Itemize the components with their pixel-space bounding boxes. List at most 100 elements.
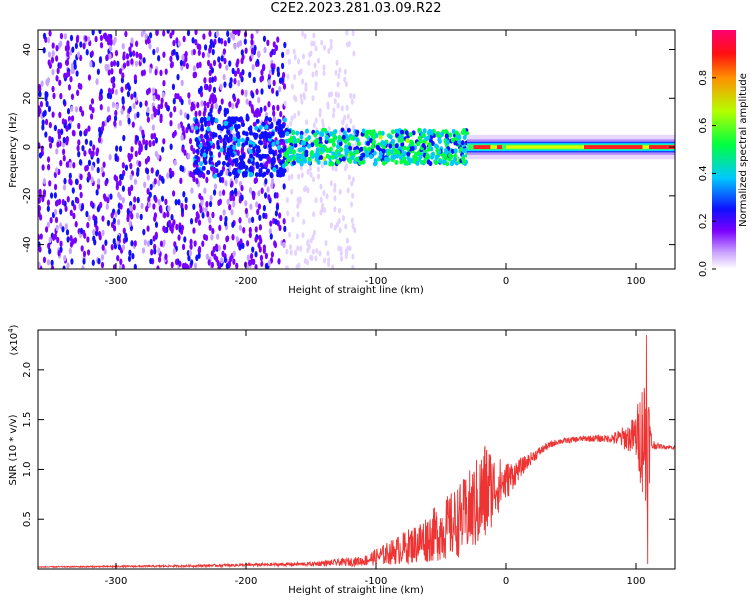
heatmap-cell — [209, 194, 213, 202]
heatmap-cell — [127, 255, 132, 262]
heatmap-cell — [336, 159, 341, 165]
heatmap-cell — [187, 98, 192, 106]
heatmap-cell — [285, 197, 289, 204]
heatmap-cell — [89, 61, 93, 68]
heatmap-cell — [309, 171, 313, 178]
heatmap-cell — [84, 138, 88, 145]
heatmap-x-tick-label: -100 — [365, 276, 388, 287]
heatmap-cell — [345, 123, 349, 130]
heatmap-cell — [98, 94, 102, 102]
heatmap-cell — [227, 171, 232, 177]
heatmap-cell — [231, 119, 236, 125]
heatmap-cell — [267, 133, 272, 139]
heatmap-cell — [148, 191, 152, 198]
heatmap-cell — [62, 136, 66, 144]
heatmap-cell — [46, 221, 51, 229]
heatmap-cell — [154, 231, 158, 239]
heatmap-cell — [444, 133, 449, 139]
heatmap-cell — [223, 120, 228, 126]
heatmap-cell — [344, 81, 348, 88]
snr-x-tick-label: -100 — [365, 576, 388, 587]
heatmap-cell — [361, 128, 366, 134]
heatmap-cell — [188, 249, 193, 257]
heatmap-cell — [160, 195, 165, 202]
heatmap-cell — [38, 261, 41, 269]
heatmap-cell — [127, 84, 131, 92]
heatmap-cell — [216, 123, 221, 131]
heatmap-cell — [99, 88, 103, 95]
heatmap-cell — [248, 187, 253, 194]
heatmap-cell — [290, 115, 294, 122]
heatmap-cell — [194, 110, 198, 118]
heatmap-cell — [312, 40, 316, 47]
heatmap-cell — [92, 214, 96, 221]
heatmap-cell — [84, 128, 88, 135]
heatmap-cell — [224, 180, 228, 187]
heatmap-cell — [448, 132, 453, 138]
heatmap-cell — [181, 165, 185, 173]
heatmap-cell — [118, 119, 122, 127]
snr-y-multiplier-prefix: (x10 — [9, 333, 20, 356]
heatmap-cell — [236, 67, 240, 75]
heatmap-cell — [236, 98, 240, 105]
heatmap-cell — [102, 193, 107, 200]
heatmap-cell — [100, 261, 105, 269]
heatmap-cell — [134, 60, 139, 67]
heatmap-cell — [122, 54, 126, 61]
heatmap-cell — [260, 187, 264, 194]
heatmap-cell — [442, 159, 447, 165]
heatmap-cell — [271, 67, 275, 74]
heatmap-cell — [248, 259, 252, 267]
heatmap-cell — [233, 124, 238, 130]
heatmap-cell — [51, 234, 56, 241]
heatmap-cell — [448, 153, 453, 159]
heatmap-cell — [204, 133, 209, 139]
heatmap-cell — [244, 207, 248, 215]
heatmap-cell — [258, 169, 263, 175]
heatmap-cell — [390, 154, 395, 160]
heatmap-cell — [234, 30, 238, 36]
heatmap-cell — [199, 133, 204, 139]
heatmap-cell — [313, 132, 318, 138]
heatmap-cell — [271, 87, 275, 94]
heatmap-cell — [240, 137, 245, 143]
heatmap-cell — [71, 199, 75, 207]
heatmap-cell — [241, 122, 246, 128]
heatmap-cell — [81, 265, 85, 269]
heatmap-cell — [312, 229, 316, 236]
heatmap-cell — [255, 118, 260, 124]
heatmap-cell — [327, 261, 331, 268]
heatmap-cell — [64, 205, 68, 212]
heatmap-cell — [112, 60, 117, 67]
heatmap-cell — [373, 160, 378, 166]
heatmap-cell — [194, 119, 199, 125]
heatmap-cell — [303, 186, 307, 193]
heatmap-cell — [189, 238, 193, 246]
heatmap-cell — [270, 149, 275, 155]
heatmap-cell — [421, 143, 426, 149]
heatmap-cell — [244, 140, 249, 146]
heatmap-cell — [206, 126, 211, 132]
heatmap-cell — [230, 180, 234, 188]
heatmap-cell — [296, 211, 300, 218]
chart-title: C2E2.2023.281.03.09.R22 — [270, 1, 442, 16]
heatmap-cell — [51, 111, 55, 118]
heatmap-cell — [66, 108, 71, 115]
heatmap-cell — [229, 255, 233, 263]
heatmap-cell — [361, 159, 366, 165]
heatmap-cell — [289, 135, 294, 141]
heatmap-cell — [241, 242, 245, 250]
heatmap-cell — [170, 261, 174, 269]
heatmap-cell — [249, 153, 254, 159]
heatmap-cell — [41, 124, 45, 131]
snr-x-tick-label: 100 — [626, 576, 645, 587]
heatmap-cell — [410, 146, 415, 152]
heatmap-cell — [249, 167, 254, 173]
heatmap-cell — [53, 192, 58, 199]
heatmap-cell — [144, 100, 148, 107]
heatmap-cell — [208, 76, 212, 84]
heatmap-cell — [245, 240, 250, 247]
heatmap-cell — [62, 184, 67, 191]
heatmap-cell — [60, 128, 64, 135]
heatmap-cell — [216, 144, 221, 150]
